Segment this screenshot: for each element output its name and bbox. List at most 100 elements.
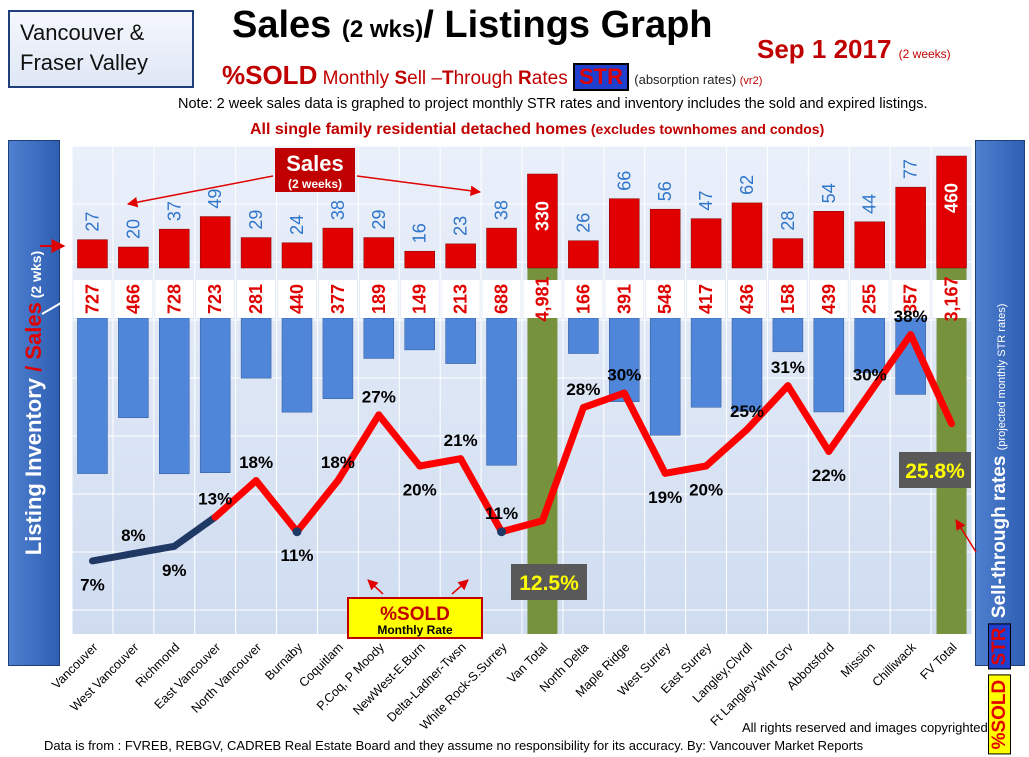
sales-label: 56: [655, 181, 675, 201]
sales-label: 66: [614, 171, 634, 191]
sales-callout-sub: (2 weeks): [288, 177, 342, 191]
str-line-dip: [497, 527, 507, 537]
str-label: 30%: [607, 366, 641, 385]
inventory-label-box: [768, 280, 807, 318]
van-total-str-box: [511, 564, 587, 600]
sales-bar: [649, 208, 681, 269]
sales-label: 28: [778, 211, 798, 231]
sales-label: 27: [82, 212, 102, 232]
inventory-label-box: [809, 280, 848, 318]
listing-bar: [240, 317, 272, 379]
str-line-segment: [498, 517, 546, 536]
str-label: 8%: [121, 526, 146, 545]
inventory-label: 466: [123, 284, 143, 314]
inventory-label-box: [564, 280, 603, 318]
pct-arrow-left: [367, 579, 384, 595]
inventory-label-box: [155, 280, 194, 318]
scope-paren: (excludes townhomes and condos): [587, 121, 825, 137]
region-line-1: Vancouver &: [20, 20, 145, 45]
inventory-label: 158: [778, 284, 798, 314]
sales-label: 38: [492, 200, 512, 220]
inventory-label-box: [605, 280, 644, 318]
subtitle-word-2: hrough: [453, 68, 519, 89]
inventory-label: 149: [410, 284, 430, 314]
sales-bar: [772, 238, 804, 269]
sales-bar: [486, 227, 517, 269]
str-line-segment: [416, 455, 465, 470]
sales-bar: [240, 237, 272, 269]
str-line-segment: [252, 477, 301, 536]
sales-label: 38: [328, 200, 348, 220]
subtitle: %SOLD Monthly Sell –Through Rates STR (a…: [222, 60, 762, 91]
str-line-segment: [211, 477, 260, 521]
footer-source: Data is from : FVREB, REBGV, CADREB Real…: [44, 738, 864, 753]
sales-label: 26: [573, 213, 593, 233]
fv-total-str-box: [899, 452, 971, 488]
sales-label: 24: [287, 215, 307, 235]
str-line-segment: [825, 389, 874, 455]
sales-bar: [568, 240, 599, 269]
scope-note: All single family residential detached h…: [250, 121, 824, 139]
sales-label: 47: [696, 191, 716, 211]
date-small: (2 weeks): [898, 47, 951, 61]
inventory-label: 377: [328, 284, 348, 314]
subtitle-word-3: ates: [531, 68, 573, 89]
listing-bar: [731, 317, 763, 412]
sales-bar: [609, 198, 640, 269]
inventory-label: 417: [696, 284, 716, 314]
listing-bar: [118, 317, 149, 418]
sales-bar: [690, 218, 722, 269]
str-line-segment: [784, 382, 833, 455]
right-axis-panel: %SOLD STR Sell-through rates (projected …: [975, 140, 1025, 755]
listing-bar: [772, 317, 804, 353]
inventory-label-box: [278, 280, 316, 318]
sales-arrow-left: [126, 175, 274, 208]
listing-bar: [363, 317, 395, 359]
scope-bold: All single family residential detached h…: [250, 121, 587, 138]
sales-labels: 27 20 37 49 29 24 38 29 16 23 38 330 26 66 56 47 62 28 54 4…: [82, 159, 961, 243]
listing-bar: [199, 317, 231, 473]
inventory-label: 728: [164, 284, 184, 314]
inventory-label-box: [318, 280, 357, 318]
inventory-label: 3,167: [942, 276, 962, 321]
footer-rights: All rights reserved and images copyright…: [742, 720, 988, 735]
subtitle-word-0: Monthly: [322, 68, 395, 89]
absorption-note: (absorption rates): [634, 72, 740, 87]
sales-bar: [118, 246, 149, 269]
str-label: 30%: [853, 366, 887, 385]
x-tick-label: Mission: [838, 640, 878, 680]
listing-bar: [322, 317, 354, 399]
x-tick-label: Chilliwack: [870, 640, 920, 690]
region-line-2: Fraser Valley: [20, 50, 148, 75]
listing-bar: [445, 317, 476, 364]
sales-arrow-right: [356, 175, 482, 196]
inventory-label-box: [687, 280, 726, 318]
str-label: 38%: [894, 307, 928, 326]
str-line-segment: [907, 331, 956, 428]
inventory-label-box: [114, 280, 153, 318]
listing-bar: [568, 317, 599, 354]
sales-bar: [813, 211, 845, 269]
sales-bar: [527, 173, 558, 269]
page-title: Sales (2 wks)/ Listings Graph: [232, 4, 713, 47]
inventory-label-box: [891, 280, 930, 318]
str-line-segment: [661, 462, 710, 477]
inventory-label: 439: [819, 284, 839, 314]
inventory-label-box: [441, 280, 480, 318]
inventory-label-box: [196, 280, 235, 318]
inventory-label-box: [850, 280, 889, 318]
inventory-label-box: [482, 280, 521, 318]
str-arrow-right: [955, 519, 977, 553]
sales-bar: [854, 221, 885, 269]
total-bar: [936, 268, 967, 634]
str-line-segment: [579, 389, 628, 412]
inventory-label-box: [646, 280, 685, 318]
str-label: 11%: [485, 504, 518, 523]
sales-bars: [77, 155, 967, 269]
inventory-label: 357: [901, 284, 921, 314]
str-line-segment: [620, 389, 669, 477]
inventory-label: 255: [860, 284, 880, 314]
inventory-label-box: [73, 280, 112, 318]
sales-bar: [281, 242, 313, 269]
str-label: 18%: [321, 453, 355, 472]
